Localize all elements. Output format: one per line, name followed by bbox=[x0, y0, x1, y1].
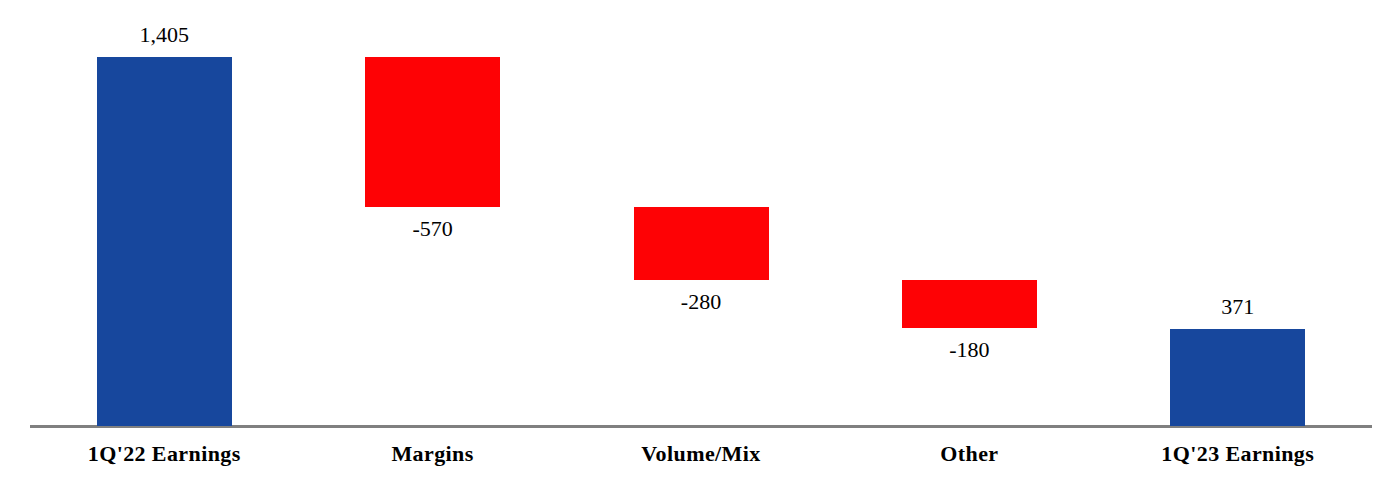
bar-volume-mix bbox=[634, 207, 769, 281]
value-label-1q-22-earnings: 1,405 bbox=[97, 23, 232, 47]
category-label-1q-22-earnings: 1Q'22 Earnings bbox=[30, 441, 298, 467]
value-label-1q-23-earnings: 371 bbox=[1170, 295, 1305, 319]
bar-1q-23-earnings bbox=[1170, 329, 1305, 426]
value-label-volume-mix: -280 bbox=[634, 290, 769, 314]
value-label-other: -180 bbox=[902, 338, 1037, 362]
category-label-volume-mix: Volume/Mix bbox=[567, 441, 835, 467]
category-label-1q-23-earnings: 1Q'23 Earnings bbox=[1104, 441, 1372, 467]
plot-area: 1,405 1Q'22 Earnings -570 Margins -280 Volume… bbox=[0, 0, 1400, 500]
bar-1q-22-earnings bbox=[97, 57, 232, 426]
waterfall-chart: 1,405 1Q'22 Earnings -570 Margins -280 Volume… bbox=[0, 0, 1400, 500]
bar-margins bbox=[365, 57, 500, 207]
category-label-other: Other bbox=[835, 441, 1103, 467]
value-label-margins: -570 bbox=[365, 217, 500, 241]
category-label-margins: Margins bbox=[298, 441, 566, 467]
bar-other bbox=[902, 280, 1037, 327]
